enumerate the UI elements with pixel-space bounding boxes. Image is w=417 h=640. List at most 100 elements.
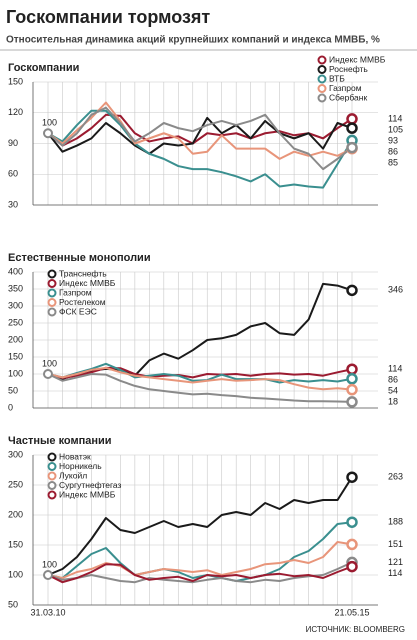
legend-marker <box>47 452 57 462</box>
end-label: 18 <box>388 397 398 407</box>
y-tick-label: 400 <box>8 266 23 276</box>
start-label: 100 <box>42 559 57 569</box>
source: ИСТОЧНИК: BLOOMBERG <box>306 625 405 634</box>
legend-label: Индекс ММВБ <box>329 54 386 64</box>
legend-marker <box>317 74 327 84</box>
series-line <box>47 563 353 584</box>
legend-label: Сбербанк <box>329 92 367 102</box>
legend-label: Лукойл <box>59 470 87 480</box>
series-line <box>47 476 353 576</box>
panel-title: Естественные монополии <box>8 252 151 264</box>
legend-label: Роснефть <box>329 64 368 74</box>
series-line <box>47 362 353 384</box>
series-line <box>47 109 353 189</box>
legend-marker <box>317 65 327 74</box>
end-label: 114 <box>388 113 402 123</box>
y-tick-label: 150 <box>8 76 23 86</box>
end-label: 263 <box>388 472 403 482</box>
end-label: 93 <box>388 135 398 145</box>
end-marker <box>346 538 358 551</box>
legend-marker <box>317 84 327 93</box>
end-marker <box>346 122 358 134</box>
start-label: 100 <box>42 358 57 368</box>
series-line <box>47 541 353 579</box>
y-tick-label: 50 <box>8 599 18 609</box>
y-tick-label: 90 <box>8 138 18 148</box>
end-label: 151 <box>388 539 403 549</box>
series-line <box>47 366 353 380</box>
end-label: 114 <box>388 568 402 578</box>
y-tick-label: 120 <box>8 107 23 117</box>
end-label: 54 <box>388 386 398 396</box>
series-line <box>47 116 353 155</box>
legend-marker <box>317 55 327 65</box>
end-marker <box>346 396 358 408</box>
legend-label: Транснефть <box>59 268 107 278</box>
y-tick-label: 0 <box>8 402 13 412</box>
y-tick-label: 100 <box>8 569 23 579</box>
end-marker <box>346 113 358 125</box>
y-tick-label: 60 <box>8 169 18 179</box>
end-marker <box>346 373 358 385</box>
end-label: 105 <box>388 124 403 134</box>
legend-marker <box>47 269 57 279</box>
legend-label: Сургутнефтегаз <box>59 480 122 490</box>
y-tick-label: 50 <box>8 385 18 395</box>
legend-marker <box>47 298 57 307</box>
end-marker <box>346 363 358 375</box>
end-marker <box>346 516 358 528</box>
y-tick-label: 30 <box>8 199 18 209</box>
legend-label: ФСК ЕЭС <box>59 306 97 316</box>
panel-title: Частные компании <box>8 435 112 447</box>
legend-marker <box>47 307 57 317</box>
legend-label: Норникель <box>59 461 102 471</box>
legend-marker <box>47 288 57 298</box>
legend-label: Газпром <box>329 83 362 93</box>
start-label: 100 <box>42 118 57 128</box>
end-label: 114 <box>388 364 402 374</box>
end-label: 86 <box>388 375 398 385</box>
x-tick-label: 21.05.15 <box>334 607 369 617</box>
panel-title: Госкомпании <box>8 62 79 74</box>
y-tick-label: 250 <box>8 317 23 327</box>
end-label: 86 <box>388 146 398 156</box>
y-tick-label: 350 <box>8 283 23 293</box>
legend-label: Индекс ММВБ <box>59 489 116 499</box>
legend-label: Индекс ММВБ <box>59 278 116 288</box>
y-tick-label: 300 <box>8 300 23 310</box>
series-line <box>47 373 353 403</box>
x-tick-label: 31.03.10 <box>30 607 65 617</box>
start-marker <box>43 570 53 580</box>
end-label: 85 <box>388 157 398 167</box>
end-label: 121 <box>388 557 403 567</box>
legend-marker <box>47 481 57 490</box>
series-line <box>47 561 353 584</box>
legend-label: ВТБ <box>329 73 345 83</box>
y-tick-label: 150 <box>8 539 23 549</box>
legend-marker <box>317 93 327 103</box>
end-marker <box>346 560 358 573</box>
legend-label: Газпром <box>59 287 92 297</box>
y-tick-label: 150 <box>8 351 23 361</box>
legend-label: Новатэк <box>59 451 91 461</box>
y-tick-label: 300 <box>8 449 23 459</box>
legend-marker <box>47 279 57 288</box>
end-marker <box>346 284 358 297</box>
end-label: 346 <box>388 285 403 295</box>
end-marker <box>346 383 358 396</box>
page-subtitle: Относительная динамика акций крупнейших … <box>6 35 380 46</box>
series-line <box>47 106 353 171</box>
end-marker <box>346 471 358 483</box>
start-marker <box>43 128 53 139</box>
series-line <box>47 521 353 582</box>
legend-label: Ростелеком <box>59 297 106 307</box>
series-line <box>47 366 353 391</box>
end-marker <box>346 141 358 154</box>
page-title: Госкомпании тормозят <box>6 7 210 27</box>
y-tick-label: 250 <box>8 479 23 489</box>
y-tick-label: 200 <box>8 334 23 344</box>
y-tick-label: 200 <box>8 509 23 519</box>
end-label: 188 <box>388 517 403 527</box>
y-tick-label: 100 <box>8 368 23 378</box>
